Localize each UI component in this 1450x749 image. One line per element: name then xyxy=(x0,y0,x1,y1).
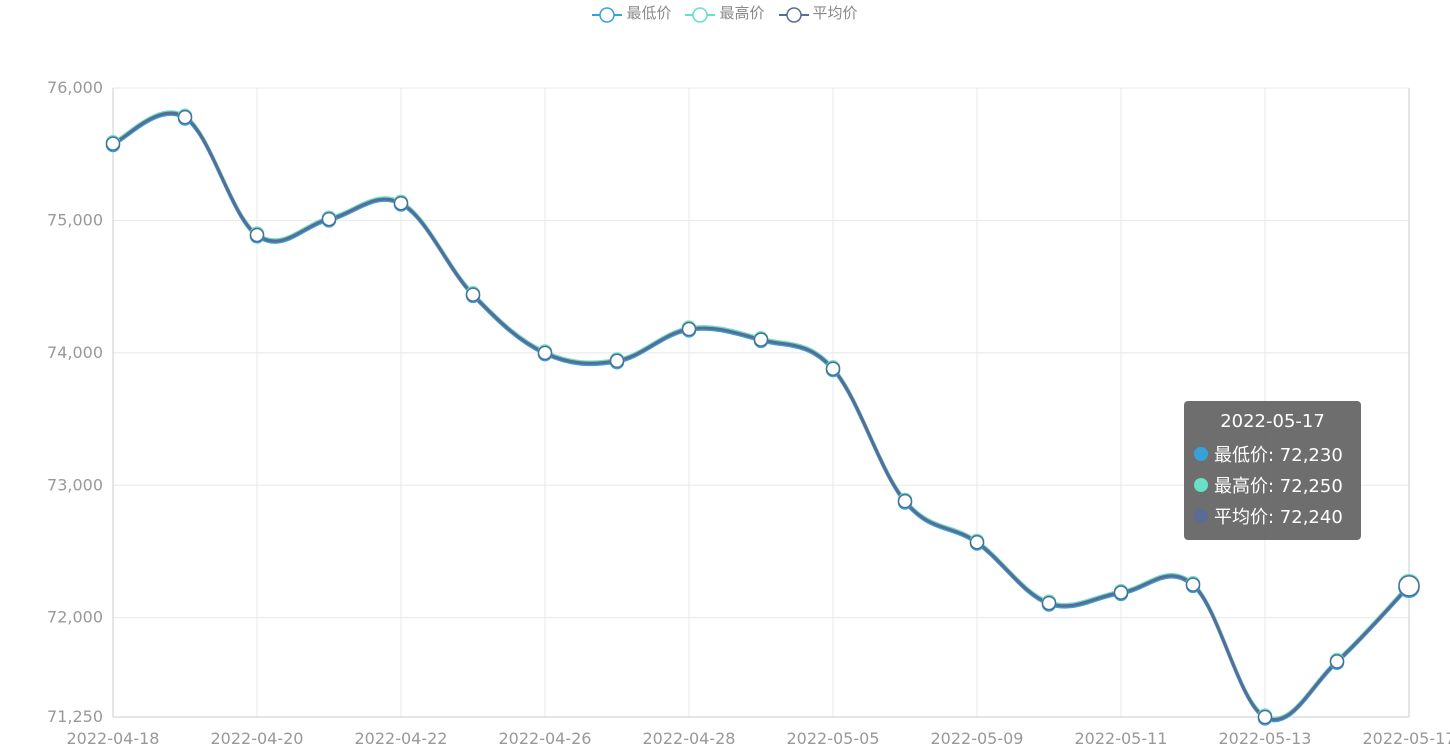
legend-label: 最低价 xyxy=(626,4,672,22)
x-tick-label: 2022-05-09 xyxy=(931,729,1024,748)
tooltip-label-max: 最高价: 72,250 xyxy=(1214,475,1343,497)
x-tick-label: 2022-04-22 xyxy=(355,729,448,748)
y-tick-label: 76,000 xyxy=(47,78,103,97)
y-tick-label: 75,000 xyxy=(47,210,103,229)
y-tick-label: 74,000 xyxy=(47,343,103,362)
x-tick-label: 2022-05-17 xyxy=(1363,729,1450,748)
point-2-8[interactable] xyxy=(681,321,697,337)
point-2-6[interactable] xyxy=(537,345,553,361)
point-2-1[interactable] xyxy=(177,109,193,125)
y-tick-label: 71,250 xyxy=(47,707,103,726)
point-2-17[interactable] xyxy=(1329,654,1345,669)
point-2-9[interactable] xyxy=(753,332,769,347)
tooltip-title: 2022-05-17 xyxy=(1220,411,1325,432)
tooltip-row-avg: 平均价: 72,240 xyxy=(1194,500,1351,531)
legend-marker-icon xyxy=(592,6,623,23)
point-2-14[interactable] xyxy=(1113,585,1129,600)
tooltip-row-max: 最高价: 72,250 xyxy=(1194,469,1351,500)
legend-item-1[interactable]: 最高价 xyxy=(685,2,765,23)
point-2-2[interactable] xyxy=(249,227,265,243)
point-2-4[interactable] xyxy=(393,195,409,211)
data-points xyxy=(105,108,1420,726)
tooltip-dot-min xyxy=(1194,446,1208,461)
legend-marker-icon xyxy=(685,6,716,23)
chart-legend: 最低价 最高价 平均价 xyxy=(0,2,1450,23)
tooltip-dot-avg xyxy=(1194,508,1208,523)
point-2-5[interactable] xyxy=(465,287,481,302)
x-tick-labels: 2022-04-18 2022-04-20 2022-04-22 2022-04-26… xyxy=(67,729,1450,748)
y-tick-labels: 71,250 72,000 73,000 74,000 75,000 76,000 xyxy=(47,78,103,726)
tooltip-row-min: 最低价: 72,230 xyxy=(1194,438,1351,469)
point-2-12[interactable] xyxy=(969,534,985,550)
x-tick-label: 2022-04-26 xyxy=(499,729,592,748)
x-tick-label: 2022-05-11 xyxy=(1075,729,1168,748)
point-2-15[interactable] xyxy=(1185,577,1201,592)
x-tick-label: 2022-05-05 xyxy=(787,729,880,748)
point-2-7[interactable] xyxy=(609,353,625,369)
y-tick-label: 73,000 xyxy=(47,475,103,494)
x-tick-label: 2022-04-20 xyxy=(211,729,304,748)
point-2-13[interactable] xyxy=(1041,595,1057,611)
x-tick-label: 2022-04-28 xyxy=(643,729,736,748)
point-2-3[interactable] xyxy=(321,211,337,227)
point-2-18[interactable] xyxy=(1398,575,1420,597)
tooltip-dot-max xyxy=(1194,477,1208,492)
legend-label: 最高价 xyxy=(719,4,765,22)
point-2-16[interactable] xyxy=(1257,709,1273,725)
point-2-0[interactable] xyxy=(105,136,121,151)
y-tick-label: 72,000 xyxy=(47,608,103,627)
tooltip: 2022-05-17 最低价: 72,230 最高价: 72,250 平均价: … xyxy=(1184,401,1361,540)
legend-label: 平均价 xyxy=(812,4,858,22)
axes xyxy=(112,88,1410,718)
x-tick-label: 2022-05-13 xyxy=(1219,729,1312,748)
tooltip-label-avg: 平均价: 72,240 xyxy=(1214,506,1343,528)
point-2-11[interactable] xyxy=(897,493,913,509)
legend-marker-icon xyxy=(778,6,809,23)
point-2-10[interactable] xyxy=(825,361,841,376)
legend-item-2[interactable]: 平均价 xyxy=(778,2,858,23)
x-tick-label: 2022-04-18 xyxy=(67,729,160,748)
tooltip-label-min: 最低价: 72,230 xyxy=(1214,444,1343,466)
legend-item-0[interactable]: 最低价 xyxy=(592,2,671,23)
